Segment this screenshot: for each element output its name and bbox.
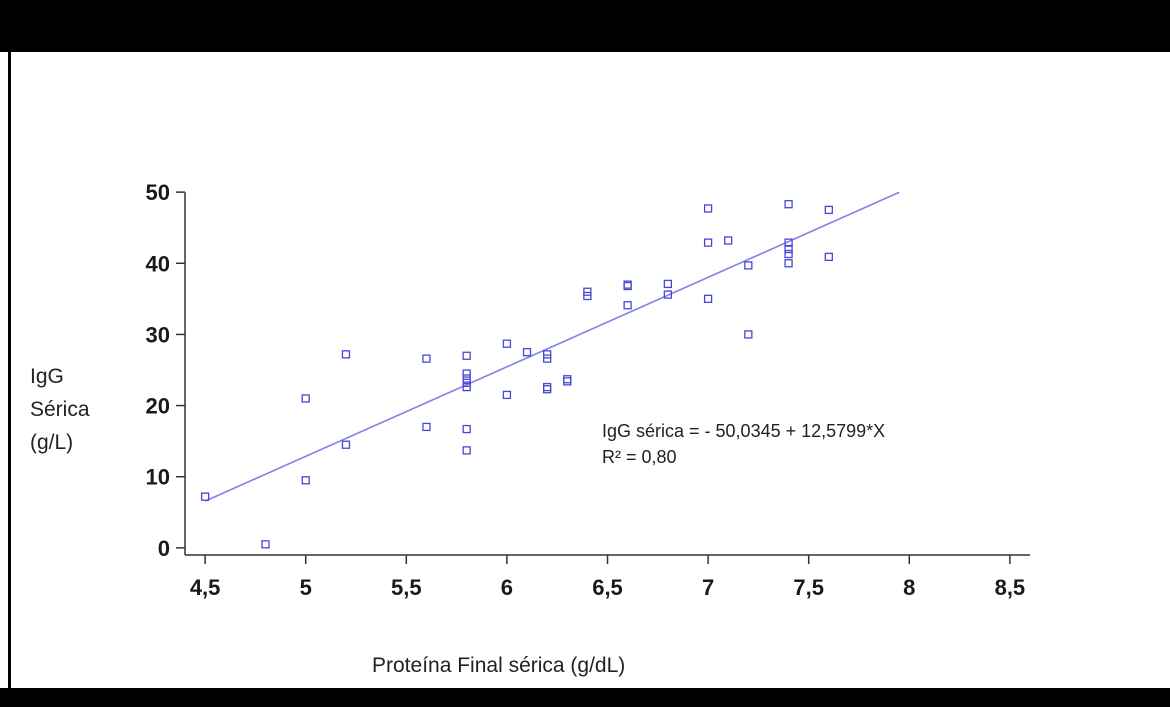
data-point	[462, 378, 471, 387]
x-tick-label: 5,5	[391, 575, 422, 600]
data-point	[744, 261, 753, 270]
y-tick-label: 40	[146, 251, 170, 276]
data-point	[462, 369, 471, 378]
data-point	[563, 375, 572, 384]
y-tick-label: 10	[146, 465, 170, 490]
data-point	[703, 238, 713, 247]
y-axis-title-line-1: IgG	[30, 365, 64, 388]
x-tick-label: 8	[903, 575, 915, 600]
regression-equation: IgG sérica = - 50,0345 + 12,5799*X	[602, 421, 885, 441]
data-point	[583, 287, 592, 296]
data-point	[542, 354, 552, 363]
ticks: 0 10 20 30 40 50 4,5 5 5,5 6 6,5 7 7,5 8 8,5	[146, 180, 1026, 600]
data-point	[522, 348, 532, 357]
data-point	[341, 440, 351, 449]
y-axis-title: IgG Sérica (g/L)	[30, 365, 95, 454]
top-black-bar	[0, 0, 1170, 52]
data-point	[744, 330, 753, 339]
data-point	[623, 281, 632, 291]
x-tick-label: 6,5	[592, 575, 623, 600]
y-tick-label: 0	[158, 536, 170, 561]
regression-line	[204, 191, 900, 502]
regression-line-group	[204, 191, 900, 502]
data-point	[502, 390, 512, 400]
y-tick-label: 30	[146, 322, 170, 347]
data-point	[542, 350, 552, 359]
data-point	[422, 422, 431, 432]
data-point	[502, 339, 512, 348]
x-tick-label: 7	[702, 575, 714, 600]
data-point	[422, 354, 431, 363]
data-point	[824, 205, 833, 215]
data-point	[563, 377, 572, 386]
data-points	[200, 200, 833, 549]
data-point	[784, 200, 793, 209]
data-point	[462, 374, 471, 383]
data-point	[663, 290, 673, 299]
bottom-black-bar	[0, 688, 1170, 707]
data-point	[542, 382, 552, 392]
y-axis-title-line-3: (g/L)	[30, 431, 73, 454]
data-point	[583, 291, 592, 301]
x-tick-label: 4,5	[190, 575, 221, 600]
y-axis-title-line-2: Sérica	[30, 398, 90, 421]
data-point	[301, 476, 310, 485]
data-point	[724, 236, 733, 245]
data-point	[784, 249, 793, 259]
data-point	[703, 204, 713, 213]
x-tick-label: 6	[501, 575, 513, 600]
x-axis-title: Proteína Final sérica (g/dL)	[372, 654, 625, 677]
axes	[184, 192, 1030, 556]
x-tick-label: 7,5	[793, 575, 824, 600]
r-squared-label: R² = 0,80	[602, 447, 677, 467]
data-point	[784, 259, 793, 268]
data-point	[462, 446, 471, 455]
data-point	[703, 294, 713, 303]
data-point	[200, 492, 210, 501]
x-tick-label: 5	[300, 575, 312, 600]
data-point	[824, 252, 833, 262]
y-tick-label: 20	[146, 394, 170, 419]
data-point	[542, 385, 552, 394]
data-point	[341, 350, 351, 359]
data-point	[261, 540, 270, 549]
data-point	[462, 382, 471, 392]
data-point	[462, 424, 471, 434]
left-border-line	[8, 52, 11, 688]
data-point	[301, 394, 310, 403]
data-point	[462, 351, 471, 360]
x-tick-label: 8,5	[995, 575, 1026, 600]
data-point	[623, 301, 632, 310]
data-point	[663, 279, 673, 289]
data-point	[784, 244, 793, 254]
y-tick-label: 50	[146, 180, 170, 205]
